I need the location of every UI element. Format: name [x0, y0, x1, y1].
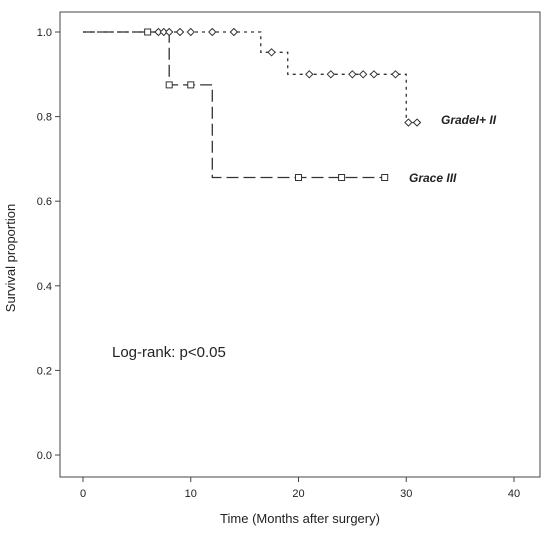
censor-marker-diamond	[229, 27, 239, 37]
y-tick-label: 0.0	[37, 450, 52, 462]
y-tick-label: 0.6	[37, 196, 52, 208]
censor-marker-diamond	[305, 70, 314, 79]
series-group	[83, 31, 418, 179]
plot-frame	[59, 11, 541, 478]
censor-marker-diamond	[326, 70, 336, 79]
censor-marker-square	[381, 174, 389, 182]
censor-marker-diamond	[175, 27, 185, 37]
censor-marker-diamond	[159, 27, 169, 37]
censor-marker-diamond	[391, 70, 400, 79]
series-line-grade-iii	[83, 31, 385, 179]
censor-marker-diamond	[186, 27, 195, 37]
censor-marker-square	[338, 174, 346, 182]
censor-marker-square	[187, 81, 195, 89]
y-tick-label: 1.0	[37, 27, 52, 39]
x-tick-label: 20	[292, 488, 304, 500]
axis-ticks: 0 10 20 30 40 0.0 0.2 0.4 0.6 0.8 1.0	[37, 27, 520, 500]
censor-markers	[144, 27, 422, 182]
x-tick-label: 40	[508, 488, 520, 500]
censor-marker-diamond	[164, 27, 174, 37]
x-tick-label: 0	[80, 488, 86, 500]
y-tick-label: 0.8	[37, 112, 52, 124]
censor-marker-square	[165, 81, 173, 89]
censor-marker-diamond	[404, 118, 413, 127]
censor-marker-square	[295, 174, 302, 182]
censor-marker-diamond	[208, 27, 217, 37]
censor-marker-diamond	[267, 48, 276, 57]
x-tick-label: 30	[400, 488, 412, 500]
log-rank-annotation: Log-rank: p<0.05	[112, 344, 226, 361]
series-label-grade-iii: Grace III	[409, 171, 457, 185]
x-axis-title: Time (Months after surgery)	[220, 511, 380, 526]
series-label-grade-i-ii: GradeI+ II	[441, 113, 497, 127]
y-tick-label: 0.2	[37, 365, 52, 377]
censor-marker-square	[144, 28, 152, 36]
y-tick-label: 0.4	[37, 281, 52, 293]
censor-marker-diamond	[369, 70, 379, 79]
series-line-grade-i-ii	[83, 31, 418, 124]
y-axis-title: Survival proportion	[3, 204, 18, 312]
censor-marker-diamond	[358, 70, 368, 79]
x-tick-label: 10	[185, 488, 197, 500]
censor-marker-diamond	[412, 118, 422, 127]
censor-marker-diamond	[348, 70, 357, 79]
censor-marker-diamond	[154, 27, 163, 37]
